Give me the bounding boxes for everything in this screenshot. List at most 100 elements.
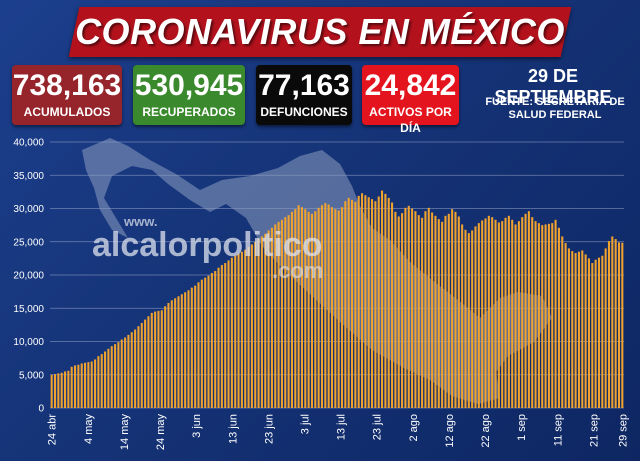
bar <box>611 236 614 408</box>
bar <box>174 298 177 408</box>
x-tick-label: 2 ago <box>408 414 420 442</box>
bar <box>270 227 273 408</box>
bar <box>63 371 67 408</box>
bar <box>237 253 240 408</box>
bar <box>547 223 550 408</box>
bar <box>317 207 320 408</box>
bar <box>474 226 477 408</box>
bar <box>327 204 330 408</box>
bar <box>447 213 450 408</box>
bar <box>87 362 90 408</box>
bar <box>90 361 93 408</box>
bar <box>60 372 63 408</box>
bar <box>190 287 193 408</box>
bar <box>150 312 153 408</box>
bar <box>324 203 327 408</box>
bar <box>277 221 280 408</box>
bar <box>554 219 557 408</box>
bar <box>154 311 157 408</box>
bar <box>274 224 277 408</box>
bar <box>621 242 624 408</box>
bar <box>581 250 584 408</box>
y-tick-label: 20,000 <box>13 271 44 282</box>
bar <box>294 209 297 408</box>
bar <box>57 373 60 408</box>
bar <box>464 229 467 408</box>
bar <box>167 302 170 408</box>
y-tick-label: 10,000 <box>13 337 44 348</box>
bar <box>227 260 230 408</box>
bar <box>107 348 110 408</box>
stat-active-value: 24,842 <box>364 69 457 102</box>
x-tick-label: 3 jun <box>191 414 203 438</box>
bar <box>250 244 253 408</box>
bar <box>491 217 494 408</box>
bar <box>494 219 497 408</box>
stat-deaths: 77,163 DEFUNCIONES <box>256 65 352 125</box>
bar <box>114 344 117 408</box>
x-tick-label: 24 may <box>155 414 167 451</box>
bar <box>127 334 130 408</box>
bar <box>377 196 380 408</box>
bar <box>584 254 587 408</box>
bar <box>457 216 460 408</box>
bar <box>501 221 504 408</box>
stat-recovered-value: 530,945 <box>134 69 244 102</box>
bar <box>254 241 257 408</box>
bar <box>417 215 420 408</box>
stat-recovered-label: RECUPERADOS <box>142 105 236 119</box>
x-tick-label: 23 jun <box>263 414 275 444</box>
bar <box>391 202 394 408</box>
y-tick-label: 35,000 <box>13 171 44 182</box>
bar <box>260 236 263 408</box>
bar <box>287 215 290 408</box>
stat-accumulated: 738,163 ACUMULADOS <box>12 65 122 125</box>
watermark: www. alcalorpolitico .com <box>92 214 323 283</box>
bar <box>527 211 530 408</box>
bar <box>401 213 404 408</box>
x-tick-label: 24 abr <box>47 414 59 446</box>
bar <box>100 354 103 408</box>
bar <box>194 285 197 408</box>
bar <box>561 236 564 408</box>
bar <box>320 205 324 408</box>
bar <box>257 239 260 408</box>
bar <box>411 208 414 408</box>
bar <box>284 217 287 408</box>
bar <box>441 221 444 408</box>
bar <box>394 211 397 408</box>
bar <box>504 217 507 408</box>
bar <box>70 366 73 408</box>
bar <box>487 215 490 408</box>
bar <box>354 201 357 408</box>
bar <box>607 241 611 408</box>
bar <box>360 193 364 408</box>
bar <box>577 251 580 408</box>
y-axis: 0 5,000 10,000 15,000 20,000 25,000 30,000 35,0… <box>13 138 44 415</box>
bar <box>497 222 500 408</box>
stat-accumulated-value: 738,163 <box>12 69 122 102</box>
bar <box>220 265 223 408</box>
bar <box>290 211 293 408</box>
bar <box>224 263 227 408</box>
bar <box>511 219 514 408</box>
bar <box>434 215 437 408</box>
bar <box>310 213 314 408</box>
bar <box>77 364 80 408</box>
bar <box>344 201 347 408</box>
bar <box>571 251 574 408</box>
bar <box>544 224 547 408</box>
bar <box>574 253 577 408</box>
bar <box>421 217 424 408</box>
bar <box>604 248 607 408</box>
y-tick-label: 30,000 <box>13 204 44 215</box>
bar <box>97 356 100 408</box>
bar <box>551 223 554 408</box>
bar <box>374 201 377 408</box>
bar <box>534 221 537 408</box>
bar <box>357 195 360 408</box>
bar <box>117 342 120 408</box>
bar <box>451 209 454 408</box>
bar <box>507 215 510 408</box>
